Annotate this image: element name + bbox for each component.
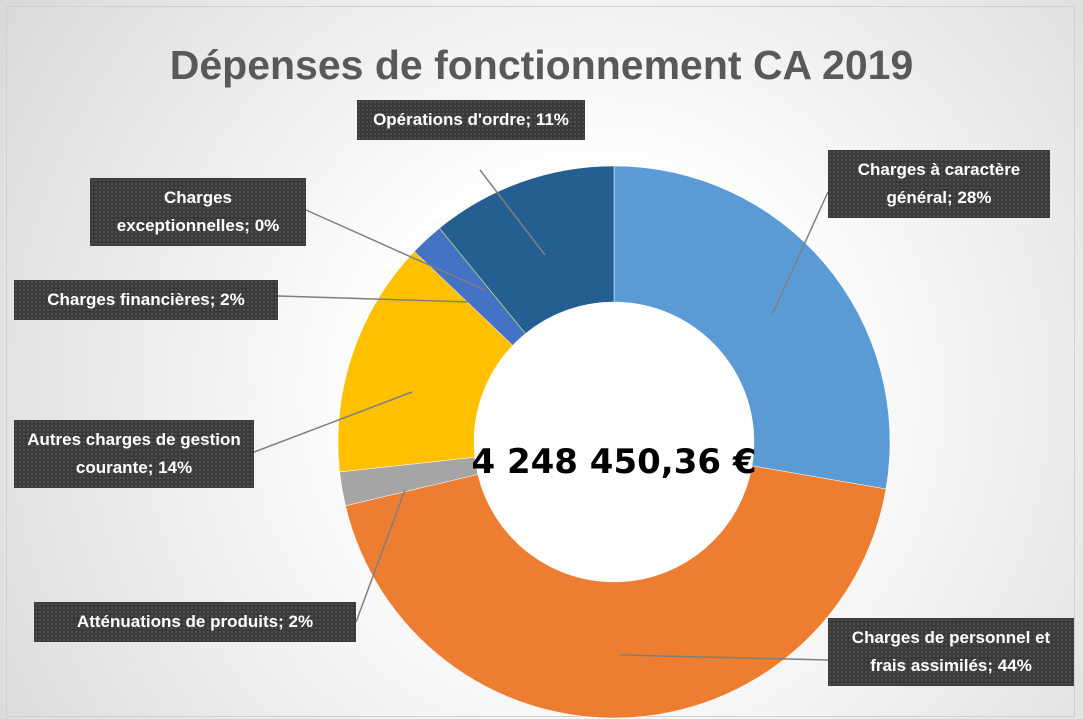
data-label: Charges exceptionnelles; 0% bbox=[90, 178, 306, 246]
data-label: Atténuations de produits; 2% bbox=[34, 602, 356, 642]
data-label: Charges de personnel et frais assimilés;… bbox=[828, 618, 1074, 686]
donut-slice bbox=[613, 165, 891, 490]
data-label-value: 2% bbox=[288, 612, 314, 631]
data-label: Opérations d'ordre; 11% bbox=[357, 100, 585, 140]
data-label-category: Charges financières bbox=[47, 290, 210, 309]
data-label: Charges financières; 2% bbox=[14, 280, 278, 320]
leader-line bbox=[619, 654, 829, 661]
leader-line bbox=[253, 391, 413, 453]
leader-line bbox=[771, 191, 829, 316]
donut-slice bbox=[345, 465, 887, 719]
data-label-value: 0% bbox=[254, 216, 280, 235]
data-label-separator: ; bbox=[244, 216, 255, 235]
data-label-value: 14% bbox=[158, 458, 193, 477]
data-label-value: 11% bbox=[535, 110, 569, 129]
data-label-separator: ; bbox=[147, 458, 159, 477]
data-label-category: Charges de personnel et frais assimilés bbox=[851, 628, 1051, 675]
data-label-separator: ; bbox=[278, 612, 289, 631]
data-label-category: Charges exceptionnelles bbox=[116, 188, 245, 235]
data-label-value: 28% bbox=[957, 188, 992, 207]
donut-slice bbox=[439, 165, 615, 334]
data-label-separator: ; bbox=[947, 188, 958, 207]
chart-title: Dépenses de fonctionnement CA 2019 bbox=[169, 42, 914, 88]
data-label-value: 2% bbox=[220, 290, 245, 309]
data-label: Autres charges de gestion courante; 14% bbox=[14, 420, 254, 488]
data-label-value: 44% bbox=[997, 656, 1032, 675]
leader-line bbox=[277, 295, 471, 303]
center-label: 4 248 450,36 € bbox=[471, 442, 757, 482]
data-label-category: Autres charges de gestion courante bbox=[27, 430, 241, 477]
data-label-category: Charges à caractère général bbox=[857, 160, 1021, 207]
leader-line bbox=[479, 169, 546, 256]
data-label: Charges à caractère général; 28% bbox=[828, 150, 1050, 218]
leader-line bbox=[305, 209, 486, 291]
data-label-category: Atténuations de produits bbox=[76, 612, 279, 631]
leader-line bbox=[355, 489, 406, 623]
data-label-separator: ; bbox=[209, 290, 221, 309]
data-label-separator: ; bbox=[525, 110, 536, 129]
data-label-separator: ; bbox=[987, 656, 998, 675]
data-label-category: Opérations d'ordre bbox=[373, 110, 526, 129]
chart-border bbox=[6, 6, 1075, 717]
